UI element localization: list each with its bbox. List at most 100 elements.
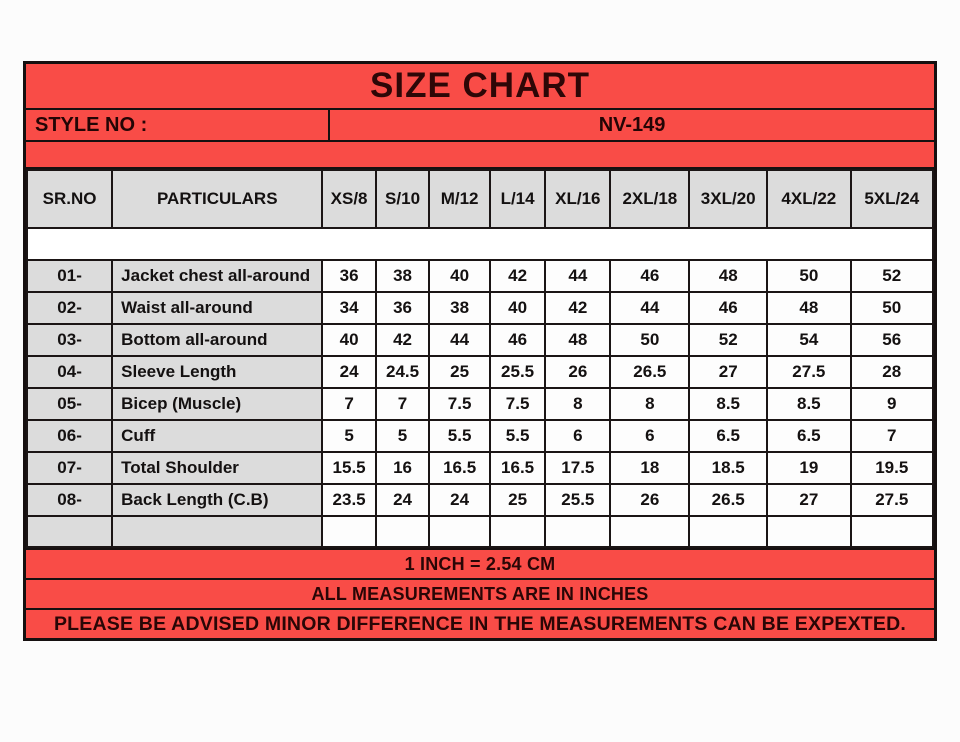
col-header-particulars: PARTICULARS <box>111 169 324 229</box>
col-header-4xl22: 4XL/22 <box>766 169 852 229</box>
blank-cell <box>488 515 547 548</box>
value-cell: 16 <box>374 451 431 485</box>
table-row: 06- Cuff 5 5 5.5 5.5 6 6 6.5 6.5 7 <box>25 419 934 453</box>
spacer-band <box>26 142 934 169</box>
value-cell: 56 <box>849 323 934 357</box>
sr-no-cell: 01- <box>25 259 114 293</box>
table-row: 08- Back Length (C.B) 23.5 24 24 25 25.5… <box>25 483 934 517</box>
particular-cell: Jacket chest all-around <box>111 259 324 293</box>
value-cell: 6.5 <box>688 419 769 453</box>
value-cell: 38 <box>374 259 431 293</box>
col-header-s10: S/10 <box>374 169 431 229</box>
col-header-srno: SR.NO <box>25 169 114 229</box>
value-cell: 40 <box>321 323 377 357</box>
value-cell: 26.5 <box>609 355 691 389</box>
style-no-label: STYLE NO : <box>26 110 331 140</box>
value-cell: 7 <box>849 419 934 453</box>
value-cell: 8 <box>609 387 691 421</box>
value-cell: 50 <box>849 291 934 325</box>
value-cell: 46 <box>609 259 691 293</box>
value-cell: 9 <box>849 387 934 421</box>
value-cell: 48 <box>766 291 852 325</box>
value-cell: 24 <box>374 483 431 517</box>
value-cell: 52 <box>849 259 934 293</box>
style-no-value: NV-149 <box>598 113 666 136</box>
value-cell: 48 <box>544 323 612 357</box>
value-cell: 6 <box>609 419 691 453</box>
value-cell: 44 <box>544 259 612 293</box>
size-chart: SIZE CHART STYLE NO : NV-149 <box>23 61 937 641</box>
value-cell: 16.5 <box>488 451 547 485</box>
value-cell: 5.5 <box>428 419 491 453</box>
blank-cell <box>544 515 612 548</box>
blank-cell <box>25 515 114 548</box>
value-cell: 17.5 <box>544 451 612 485</box>
value-cell: 40 <box>488 291 547 325</box>
sr-no-cell: 07- <box>25 451 114 485</box>
value-cell: 27 <box>766 483 852 517</box>
table-row: 02- Waist all-around 34 36 38 40 42 44 4… <box>25 291 934 325</box>
blank-row-top <box>26 227 934 261</box>
value-cell: 34 <box>321 291 377 325</box>
style-row: STYLE NO : NV-149 <box>26 110 934 142</box>
value-cell: 46 <box>488 323 547 357</box>
value-cell: 15.5 <box>321 451 377 485</box>
value-cell: 24 <box>321 355 377 389</box>
value-cell: 24 <box>428 483 491 517</box>
value-cell: 7 <box>321 387 377 421</box>
value-cell: 48 <box>688 259 769 293</box>
col-header-xl16: XL/16 <box>544 169 612 229</box>
value-cell: 54 <box>766 323 852 357</box>
sr-no-cell: 03- <box>25 323 114 357</box>
note-inch-conversion: 1 INCH = 2.54 CM <box>26 548 934 578</box>
value-cell: 5 <box>374 419 431 453</box>
value-cell: 27 <box>688 355 769 389</box>
sr-no-cell: 06- <box>25 419 114 453</box>
value-cell: 44 <box>428 323 491 357</box>
blank-cell <box>688 515 769 548</box>
value-cell: 36 <box>321 259 377 293</box>
particular-cell: Cuff <box>111 419 324 453</box>
value-cell: 25.5 <box>544 483 612 517</box>
value-cell: 7.5 <box>488 387 547 421</box>
blank-cell <box>111 515 324 548</box>
blank-cell <box>849 515 934 548</box>
sr-no-cell: 05- <box>25 387 114 421</box>
particular-cell: Total Shoulder <box>111 451 324 485</box>
value-cell: 26 <box>544 355 612 389</box>
value-cell: 27.5 <box>766 355 852 389</box>
value-cell: 28 <box>849 355 934 389</box>
table-row: 05- Bicep (Muscle) 7 7 7.5 7.5 8 8 8.5 8… <box>25 387 934 421</box>
chart-title: SIZE CHART <box>26 64 934 110</box>
value-cell: 26.5 <box>688 483 769 517</box>
col-header-xs8: XS/8 <box>321 169 377 229</box>
table-row: 07- Total Shoulder 15.5 16 16.5 16.5 17.… <box>25 451 934 485</box>
value-cell: 36 <box>374 291 431 325</box>
value-cell: 5.5 <box>488 419 547 453</box>
particular-cell: Bicep (Muscle) <box>111 387 324 421</box>
value-cell: 6 <box>544 419 612 453</box>
col-header-3xl20: 3XL/20 <box>688 169 769 229</box>
value-cell: 8.5 <box>766 387 852 421</box>
value-cell: 42 <box>544 291 612 325</box>
table-row: 03- Bottom all-around 40 42 44 46 48 50 … <box>25 323 934 357</box>
particular-cell: Waist all-around <box>111 291 324 325</box>
table-row: 01- Jacket chest all-around 36 38 40 42 … <box>25 259 934 293</box>
note-disclaimer: PLEASE BE ADVISED MINOR DIFFERENCE IN TH… <box>26 608 934 638</box>
particular-cell: Bottom all-around <box>111 323 324 357</box>
col-header-2xl18: 2XL/18 <box>609 169 691 229</box>
blank-cell <box>321 515 377 548</box>
sr-no-cell: 04- <box>25 355 114 389</box>
value-cell: 44 <box>609 291 691 325</box>
particular-cell: Back Length (C.B) <box>111 483 324 517</box>
blank-row-bottom <box>25 515 934 548</box>
value-cell: 5 <box>321 419 377 453</box>
value-cell: 25.5 <box>488 355 547 389</box>
value-cell: 50 <box>766 259 852 293</box>
blank-cell <box>428 515 491 548</box>
value-cell: 8 <box>544 387 612 421</box>
value-cell: 7 <box>374 387 431 421</box>
value-cell: 25 <box>428 355 491 389</box>
value-cell: 46 <box>688 291 769 325</box>
